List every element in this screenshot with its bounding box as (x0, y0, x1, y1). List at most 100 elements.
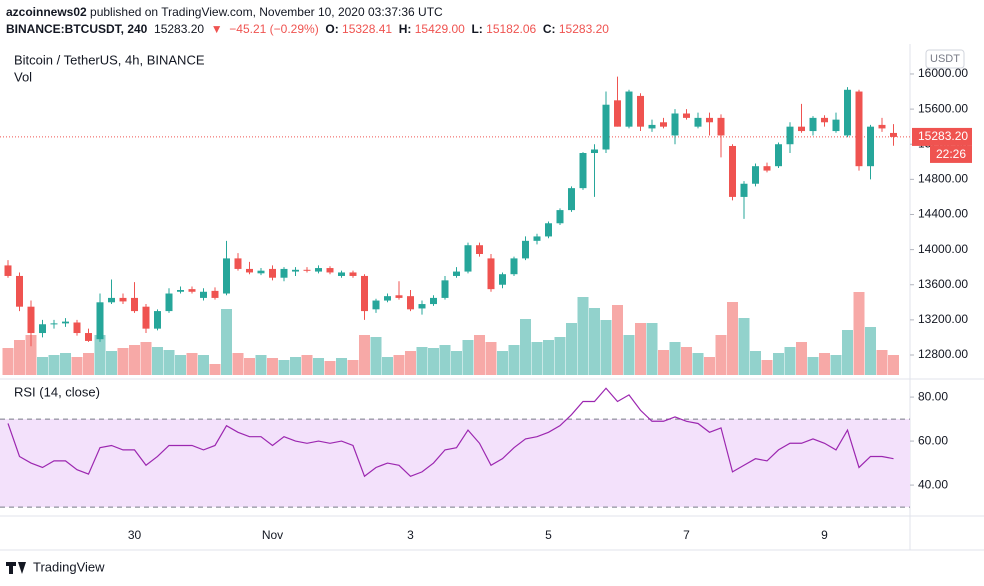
volume-bar (198, 355, 209, 375)
volume-bar (623, 335, 635, 375)
candle-body (648, 124, 656, 129)
candle-body (660, 122, 667, 127)
candle-body (602, 104, 610, 150)
volume-bar (646, 323, 658, 375)
volume-bar (612, 305, 623, 375)
x-tick-label: 30 (128, 528, 142, 542)
pane-title: Bitcoin / TetherUS, 4h, BINANCE (14, 52, 205, 67)
candle-body (522, 240, 529, 259)
y-tick-label: 14400.00 (918, 207, 968, 221)
candle-body (683, 113, 690, 118)
volume-bar (566, 323, 577, 375)
logo: TradingView (6, 559, 105, 574)
volume-bar (842, 330, 853, 375)
volume-bar (727, 302, 738, 375)
x-tick-label: Nov (262, 528, 283, 542)
candle-body (671, 113, 679, 136)
candle-body (27, 306, 35, 334)
volume-bar (888, 355, 899, 375)
rsi-line (7, 387, 894, 478)
candle-body (50, 323, 58, 325)
y-tick-label: 14800.00 (918, 172, 968, 186)
volume-bar (451, 351, 462, 375)
volume-bar (129, 345, 140, 375)
candle-body (867, 126, 874, 167)
volume-bar (669, 342, 681, 375)
volume-bar (37, 357, 48, 375)
candle-body (372, 300, 380, 310)
candle-body (545, 223, 552, 237)
volume-bar (543, 340, 554, 375)
candle-body (430, 297, 437, 305)
candle-body (96, 302, 104, 340)
candle-body (798, 126, 805, 132)
volume-bar (474, 335, 485, 375)
candle-body (395, 295, 403, 298)
header-segment: 15429.00 (411, 22, 465, 36)
volume-bar (232, 353, 244, 375)
volume-bar (853, 292, 865, 375)
volume-bar (71, 357, 83, 375)
candle-body (694, 117, 702, 127)
volume-bar (750, 351, 761, 375)
candle-body (441, 280, 449, 298)
candle-body (384, 296, 391, 301)
header-segment: azcoinnews02 (6, 5, 87, 19)
volume-bar (796, 342, 807, 375)
header-line: azcoinnews02 published on TradingView.co… (6, 5, 443, 19)
header-line: BINANCE:BTCUSDT, 240 15283.20 ▼ −45.21 (… (6, 22, 609, 36)
volume-bar (600, 320, 612, 375)
candle-body (855, 91, 863, 167)
rsi-band (0, 419, 910, 508)
candle-body (39, 324, 46, 334)
volume-bar (359, 335, 370, 375)
y-tick-label: 13200.00 (918, 312, 968, 326)
header-segment: 15283.20 (556, 22, 610, 36)
volume-bar (140, 342, 152, 375)
candle-body (234, 258, 242, 269)
candle-body (407, 296, 414, 310)
candle-body (303, 269, 311, 271)
candle-body (878, 124, 886, 129)
x-tick-label: 5 (545, 528, 552, 542)
volume-bar (589, 308, 600, 375)
volume-bar (14, 340, 25, 375)
volume-bar (244, 358, 255, 375)
volume-bar (2, 348, 14, 375)
candle-body (246, 268, 253, 273)
volume-bar (773, 353, 784, 375)
volume-bar (635, 323, 646, 375)
volume-bar (485, 342, 497, 375)
y-tick-label: 16000.00 (918, 66, 968, 80)
header-segment: H: (392, 22, 411, 36)
volume-bar (738, 318, 750, 375)
volume-bar (876, 350, 888, 375)
volume-bar (692, 353, 704, 375)
x-tick-label: 7 (683, 528, 690, 542)
countdown-box (930, 145, 972, 163)
candle-body (821, 117, 828, 123)
volume-bar (807, 357, 819, 375)
candle-body (154, 311, 161, 329)
candle-body (763, 166, 771, 171)
volume-bar (819, 353, 830, 375)
volume-bar (508, 345, 520, 375)
candle-body (453, 271, 460, 276)
candle-body (809, 117, 817, 132)
volume-title: Vol (14, 69, 32, 84)
volume-bar (290, 357, 301, 375)
candle-body (280, 268, 288, 278)
volume-bar (865, 327, 876, 375)
candle-body (257, 270, 265, 274)
candle-body (464, 245, 472, 272)
candle-body (188, 289, 196, 292)
volume-bar (761, 360, 773, 375)
candle-body (292, 269, 299, 272)
volume-bar (577, 297, 589, 375)
candle-body (706, 117, 713, 123)
volume-bar (255, 355, 267, 375)
header-segment: ▼ −45.21 (−0.29%) (204, 22, 319, 36)
header-segment: 15283.20 (147, 22, 204, 36)
volume-bar (60, 353, 71, 375)
volume-bar (83, 353, 94, 375)
